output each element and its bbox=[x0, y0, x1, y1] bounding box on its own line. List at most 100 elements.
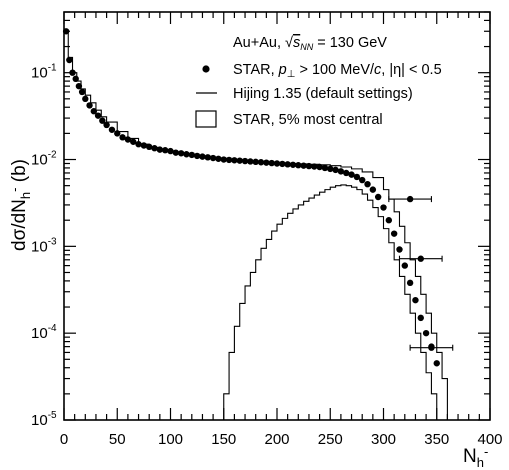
y-axis-title-sub: h bbox=[18, 192, 33, 199]
data-point bbox=[369, 186, 377, 193]
legend-label-hijing: Hijing 1.35 (default settings) bbox=[233, 86, 413, 102]
error-bar-point bbox=[417, 255, 424, 262]
data-point bbox=[99, 117, 106, 124]
x-tick-label: 400 bbox=[477, 431, 502, 448]
legend-box-icon bbox=[195, 110, 217, 128]
data-point bbox=[263, 159, 270, 166]
data-point bbox=[78, 88, 86, 96]
x-tick-label: 250 bbox=[318, 431, 343, 448]
central-histogram-series bbox=[218, 184, 453, 421]
data-point bbox=[273, 160, 281, 167]
data-point bbox=[353, 173, 361, 181]
data-point bbox=[396, 246, 403, 253]
data-point bbox=[161, 147, 169, 154]
data-point bbox=[348, 171, 355, 178]
data-point bbox=[130, 138, 137, 145]
data-point bbox=[90, 108, 98, 115]
legend-star-mid: > 100 MeV/ bbox=[295, 62, 375, 78]
data-point bbox=[188, 151, 195, 159]
y-tick-exp: -1 bbox=[48, 63, 57, 74]
data-point bbox=[167, 147, 174, 155]
data-point bbox=[209, 154, 217, 162]
data-point bbox=[332, 166, 339, 174]
data-point bbox=[252, 158, 259, 166]
data-point bbox=[364, 180, 371, 188]
y-tick-label: 10-4 bbox=[31, 323, 57, 342]
data-point bbox=[62, 28, 70, 35]
annotation-s-sub: NN bbox=[300, 42, 313, 52]
data-point bbox=[215, 155, 222, 162]
annotation-system: Au+Au, bbox=[233, 35, 285, 51]
legend-label-star: STAR, p⊥ > 100 MeV/c, |η| < 0.5 bbox=[233, 62, 442, 80]
data-point bbox=[172, 149, 180, 156]
y-tick-base: 10 bbox=[31, 152, 48, 169]
annotation-energy: = 130 GeV bbox=[313, 35, 387, 51]
data-point bbox=[412, 296, 419, 304]
y-tick-exp: -2 bbox=[48, 150, 57, 161]
data-point bbox=[177, 150, 185, 157]
x-tick-labels: 0 50 100 150 200 250 300 350 400 bbox=[60, 431, 503, 448]
y-tick-exp: -4 bbox=[48, 323, 57, 334]
x-tick-label: 150 bbox=[211, 431, 236, 448]
legend-marker-icon bbox=[202, 65, 210, 73]
data-point bbox=[114, 130, 121, 137]
data-point bbox=[311, 163, 318, 170]
data-point bbox=[343, 169, 350, 177]
data-point bbox=[156, 146, 164, 153]
x-tick-label: 300 bbox=[371, 431, 396, 448]
data-point bbox=[183, 151, 190, 158]
data-point bbox=[257, 159, 265, 166]
annotation-s: s bbox=[293, 35, 300, 51]
data-point bbox=[433, 360, 440, 367]
data-point bbox=[146, 143, 153, 151]
y-axis-title-unit: (b) bbox=[9, 159, 30, 188]
data-point bbox=[108, 126, 116, 133]
legend-star-p-sub: ⊥ bbox=[287, 69, 296, 80]
data-point bbox=[86, 102, 93, 109]
x-tick-label: 50 bbox=[109, 431, 126, 448]
y-tick-base: 10 bbox=[31, 238, 48, 255]
data-point bbox=[204, 154, 211, 161]
y-tick-exp: -5 bbox=[48, 410, 57, 421]
sqrt-icon: √ bbox=[285, 35, 293, 51]
error-bar-point bbox=[406, 195, 414, 203]
data-point bbox=[268, 159, 275, 167]
x-tick-label: 350 bbox=[424, 431, 449, 448]
data-point bbox=[199, 153, 206, 160]
y-tick-exp: -3 bbox=[48, 236, 57, 247]
y-tick-label: 10-3 bbox=[31, 236, 57, 255]
data-point bbox=[225, 156, 233, 164]
data-point bbox=[295, 162, 302, 169]
data-point bbox=[72, 75, 79, 83]
data-point bbox=[284, 161, 291, 168]
data-point bbox=[374, 193, 382, 201]
data-point bbox=[321, 164, 329, 172]
legend-star-post: , |η| < 0.5 bbox=[381, 62, 441, 78]
data-point bbox=[124, 136, 132, 143]
data-point bbox=[247, 158, 254, 165]
x-axis-title: Nh- bbox=[463, 444, 488, 470]
y-tick-labels: 10-510-410-310-210-1 bbox=[31, 63, 57, 429]
data-point bbox=[220, 156, 227, 163]
data-point bbox=[305, 162, 313, 170]
data-point bbox=[140, 142, 148, 149]
data-point bbox=[75, 82, 83, 90]
y-tick-label: 10-2 bbox=[31, 150, 57, 169]
data-point bbox=[119, 134, 126, 141]
error-bars bbox=[388, 195, 454, 351]
legend-label-central: STAR, 5% most central bbox=[233, 112, 383, 128]
data-point bbox=[359, 176, 366, 184]
data-point bbox=[82, 95, 89, 103]
error-bar-point bbox=[428, 344, 435, 351]
data-point bbox=[316, 163, 323, 171]
star-points-series bbox=[62, 28, 440, 367]
data-point bbox=[401, 262, 408, 269]
y-tick-label: 10-5 bbox=[31, 410, 57, 429]
x-axis-title-sub: h bbox=[477, 455, 484, 470]
data-point bbox=[300, 162, 307, 169]
legend-star-c: c bbox=[374, 62, 382, 78]
x-axis-title-main: N bbox=[463, 446, 477, 467]
data-point bbox=[380, 204, 387, 211]
y-tick-base: 10 bbox=[31, 325, 48, 342]
